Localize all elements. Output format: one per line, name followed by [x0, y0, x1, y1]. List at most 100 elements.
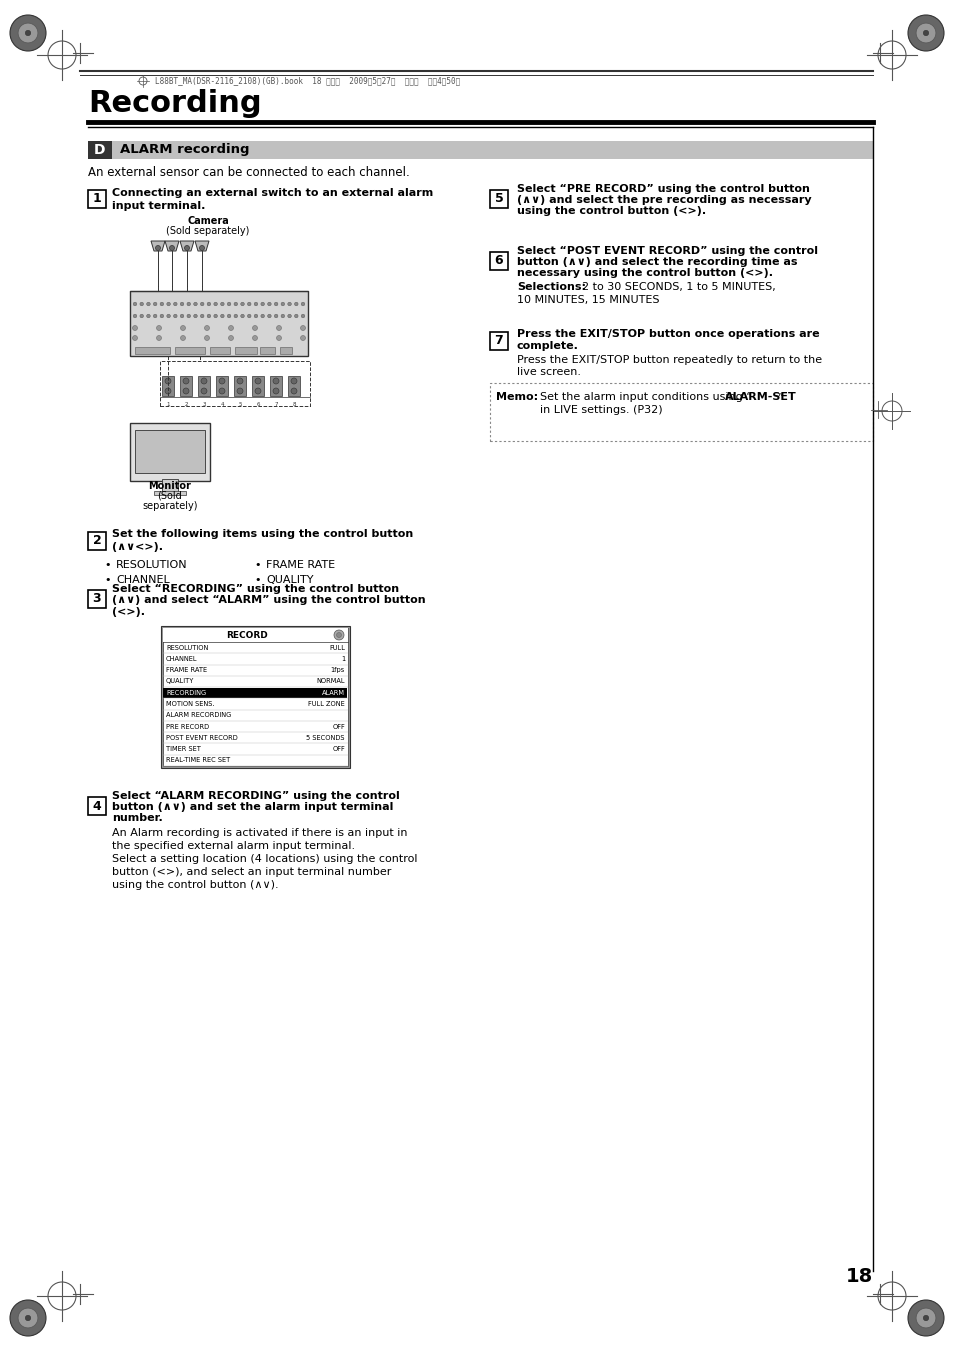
Bar — [88, 141, 112, 159]
Text: Connecting an external switch to an external alarm: Connecting an external switch to an exte… — [112, 188, 433, 199]
Text: necessary using the control button (<>).: necessary using the control button (<>). — [517, 267, 772, 278]
Circle shape — [165, 388, 171, 394]
Circle shape — [273, 378, 278, 384]
Text: button (∧∨) and set the alarm input terminal: button (∧∨) and set the alarm input term… — [112, 802, 393, 812]
Text: 1: 1 — [340, 655, 345, 662]
Circle shape — [167, 315, 171, 317]
Circle shape — [219, 388, 225, 394]
Text: RESOLUTION: RESOLUTION — [166, 644, 208, 651]
Text: 5 SECONDS: 5 SECONDS — [306, 735, 345, 740]
Text: 10 MINUTES, 15 MINUTES: 10 MINUTES, 15 MINUTES — [517, 295, 659, 305]
Bar — [252, 376, 264, 396]
Circle shape — [26, 1316, 30, 1321]
Text: (<>).: (<>). — [112, 607, 145, 617]
Bar — [180, 376, 192, 396]
Circle shape — [173, 315, 177, 317]
Circle shape — [268, 315, 271, 317]
Text: button (∧∨) and select the recording time as: button (∧∨) and select the recording tim… — [517, 257, 797, 267]
Text: 18: 18 — [845, 1266, 872, 1286]
Text: ALARM: ALARM — [322, 690, 345, 696]
Circle shape — [156, 335, 161, 340]
Bar — [153, 490, 186, 494]
Bar — [130, 290, 308, 357]
Circle shape — [156, 326, 161, 331]
Polygon shape — [165, 240, 179, 251]
Circle shape — [199, 246, 204, 250]
Text: Monitor: Monitor — [149, 481, 192, 490]
Text: OFF: OFF — [332, 746, 345, 753]
Text: using the control button (<>).: using the control button (<>). — [517, 205, 705, 216]
Text: Select “PRE RECORD” using the control button: Select “PRE RECORD” using the control bu… — [517, 184, 809, 195]
Circle shape — [10, 1300, 46, 1336]
Text: 4: 4 — [220, 401, 224, 407]
Circle shape — [140, 315, 143, 317]
Text: 6: 6 — [256, 401, 259, 407]
Circle shape — [193, 303, 197, 305]
Circle shape — [291, 378, 296, 384]
Circle shape — [253, 303, 257, 305]
Circle shape — [26, 30, 30, 35]
Circle shape — [201, 378, 207, 384]
Text: ”: ” — [776, 392, 781, 403]
Text: RECORD: RECORD — [227, 631, 268, 639]
Circle shape — [254, 388, 261, 394]
Text: MOTION SENS.: MOTION SENS. — [166, 701, 214, 707]
Text: (∧∨<>).: (∧∨<>). — [112, 542, 163, 553]
Circle shape — [336, 632, 341, 638]
Circle shape — [220, 315, 224, 317]
Text: using the control button (∧∨).: using the control button (∧∨). — [112, 880, 278, 890]
Text: Select “RECORDING” using the control button: Select “RECORDING” using the control but… — [112, 584, 398, 594]
Bar — [130, 423, 210, 481]
Circle shape — [140, 303, 143, 305]
Circle shape — [907, 1300, 943, 1336]
Circle shape — [907, 15, 943, 51]
Text: REAL-TIME REC SET: REAL-TIME REC SET — [166, 758, 230, 763]
Circle shape — [204, 326, 210, 331]
Bar — [234, 347, 256, 354]
Text: 3: 3 — [202, 401, 206, 407]
Circle shape — [276, 326, 281, 331]
Circle shape — [236, 378, 243, 384]
Text: •: • — [105, 576, 112, 585]
Bar — [260, 347, 274, 354]
Circle shape — [187, 303, 191, 305]
Text: 2: 2 — [92, 535, 101, 547]
Text: ALARM recording: ALARM recording — [120, 143, 250, 157]
Circle shape — [253, 315, 257, 317]
Text: Set the following items using the control button: Set the following items using the contro… — [112, 530, 413, 539]
Circle shape — [180, 315, 184, 317]
Circle shape — [254, 378, 261, 384]
Circle shape — [160, 315, 164, 317]
Text: QUALITY: QUALITY — [166, 678, 194, 685]
Text: FRAME RATE: FRAME RATE — [166, 667, 207, 673]
Text: Select a setting location (4 locations) using the control: Select a setting location (4 locations) … — [112, 854, 417, 865]
Circle shape — [220, 303, 224, 305]
Text: 6: 6 — [495, 254, 503, 267]
Text: 5: 5 — [494, 192, 503, 205]
Bar — [163, 628, 348, 642]
Bar — [490, 253, 507, 270]
Text: (∧∨) and select the pre recording as necessary: (∧∨) and select the pre recording as nec… — [517, 195, 811, 205]
Circle shape — [183, 388, 189, 394]
Bar — [174, 347, 205, 354]
Text: Set the alarm input conditions using “: Set the alarm input conditions using “ — [539, 392, 751, 403]
Bar — [163, 628, 348, 766]
Text: 1: 1 — [166, 401, 170, 407]
Bar — [88, 797, 106, 815]
Bar — [135, 347, 170, 354]
Circle shape — [147, 315, 150, 317]
Text: FULL: FULL — [329, 644, 345, 651]
Text: button (<>), and select an input terminal number: button (<>), and select an input termina… — [112, 867, 391, 877]
Circle shape — [247, 303, 251, 305]
Circle shape — [180, 326, 185, 331]
Text: Camera: Camera — [187, 216, 229, 226]
Circle shape — [274, 303, 277, 305]
Bar — [88, 590, 106, 608]
Text: RECORDING: RECORDING — [166, 690, 206, 696]
Circle shape — [180, 303, 184, 305]
Text: (∧∨) and select “ALARM” using the control button: (∧∨) and select “ALARM” using the contro… — [112, 594, 425, 605]
Bar — [490, 382, 872, 440]
Circle shape — [253, 326, 257, 331]
Circle shape — [165, 378, 171, 384]
Circle shape — [334, 630, 344, 640]
